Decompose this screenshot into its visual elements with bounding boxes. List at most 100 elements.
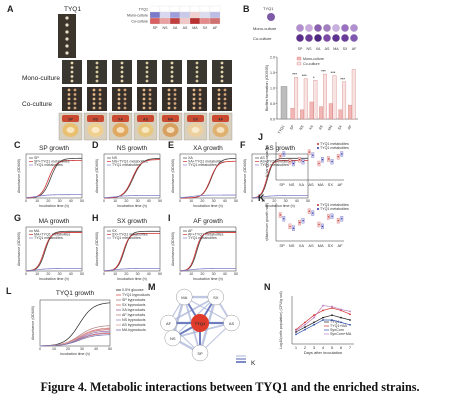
x-tick-label: 0: [179, 199, 181, 203]
co-colony-right: [198, 93, 202, 96]
well-col-label: MA: [333, 47, 339, 51]
panel-letter-i: I: [168, 213, 171, 223]
series-line: [103, 195, 160, 199]
y-axis-label: Absorbance (OD600): [17, 232, 21, 266]
biofilm-well: [341, 24, 349, 32]
x-axis-label: Incubation time (h): [265, 204, 295, 208]
tyq1-colony: [65, 16, 69, 20]
y-axis-label: Absorbance (OD600): [95, 159, 99, 193]
legend-label: NS+TYQ1 metabolites: [112, 160, 148, 164]
co-colony-right: [198, 97, 202, 101]
legend-mono: Mono-culture: [303, 57, 324, 61]
co-colony-left: [167, 102, 171, 105]
x-tick-label: 50: [108, 347, 112, 351]
x-tick-label: NS: [299, 124, 305, 131]
colony-tag-label: SP: [68, 118, 73, 122]
tyq1-plate: [58, 14, 76, 58]
x-tick-label: 20: [46, 199, 50, 203]
co-colony-left: [67, 106, 71, 110]
heat-row-label: TYQ1: [139, 8, 148, 12]
panel-a-co-label: Co-culture: [22, 101, 52, 108]
series-line: [295, 305, 351, 331]
x-tick-label: 50: [306, 199, 310, 203]
legend-label: SP byproducts: [122, 298, 146, 302]
heat-cell: [189, 11, 201, 19]
co-colony-left: [217, 102, 221, 105]
colony-center: [91, 127, 100, 133]
panel-b-co-label: Co-culture: [253, 36, 272, 41]
legend-label: NS byproducts: [122, 318, 146, 322]
co-colony-left: [142, 97, 146, 101]
co-colony-right: [173, 106, 177, 110]
co-colony-right: [148, 106, 152, 110]
co-colony-left: [142, 88, 146, 92]
panel-letter-n: N: [264, 282, 271, 292]
legend-label: TYQ1 metabolites: [320, 142, 349, 146]
y-tick-label: 0.5: [270, 102, 275, 106]
co-plate-ns: [87, 87, 107, 111]
y-axis-label: r(Maximum growth rate): [265, 203, 269, 241]
bar-co: [342, 81, 347, 120]
legend-label: SX+TYQ1 metabolites: [112, 233, 148, 237]
co-colony-left: [167, 97, 171, 101]
x-tick-label: AF: [337, 182, 343, 187]
co-colony-right: [223, 88, 227, 92]
legend-label: AS byproducts: [122, 323, 146, 327]
co-colony-right: [198, 102, 202, 105]
x-tick-label: 20: [124, 199, 128, 203]
heat-cell: [199, 5, 211, 13]
network-node-label: SP: [197, 351, 203, 356]
x-tick-label: 50: [158, 272, 162, 276]
co-colony-right: [98, 93, 102, 96]
plot-frame: [179, 226, 237, 272]
mono-colony: [220, 61, 224, 65]
panel-title: AF growth: [193, 218, 223, 225]
co-colony-right: [198, 106, 202, 110]
mono-colony: [70, 66, 74, 69]
biofilm-well: [332, 34, 340, 42]
co-colony-right: [198, 88, 202, 92]
legend-label: TYQ1: [330, 320, 339, 324]
y-axis-label: Absorbance (OD600): [95, 232, 99, 266]
co-colony-left: [217, 106, 221, 110]
series-line: [179, 232, 236, 272]
heat-cell: [199, 17, 211, 25]
x-tick-label: 50: [234, 199, 238, 203]
co-colony-left: [192, 106, 196, 110]
co-colony-left: [117, 88, 121, 92]
legend-label: TYQ1 metabolites: [320, 207, 349, 211]
y-axis-label: Absorbance (OD600): [243, 159, 247, 193]
point-b: [331, 160, 333, 163]
x-tick-label: 1: [295, 345, 298, 350]
biofilm-well: [350, 34, 358, 42]
series-line: [295, 314, 351, 333]
network-node-af: [160, 314, 177, 332]
co-colony-left: [117, 97, 121, 101]
legend-label: TYQ1 metabolites: [260, 163, 289, 167]
heat-cell: [159, 5, 171, 13]
co-colony-right: [173, 93, 177, 96]
significance-stars: ***: [321, 69, 326, 74]
mono-colony: [195, 79, 199, 83]
scatter-panel-j: JK(carrying capacity)SP NS XA AS MA SX AFTYQ1 …: [258, 132, 349, 187]
co-colony-left: [92, 102, 96, 105]
well-col-label: SP: [298, 47, 303, 51]
co-colony-right: [98, 106, 102, 110]
x-tick-label: NS: [289, 182, 295, 187]
x-tick-label: SP: [279, 182, 285, 187]
panel-a-heatmap: TYQ1 Mono-culture Co-culture SP NS XA AS MA SX AF: [127, 5, 221, 30]
colony-center: [116, 127, 125, 133]
heat-row-label: Co-culture: [131, 20, 148, 24]
panel-letter-e: E: [168, 140, 174, 150]
y-tick-label: 0.0: [270, 117, 275, 121]
heat-cell: [179, 5, 191, 13]
co-colony-left: [167, 106, 171, 110]
x-tick-label: 20: [200, 199, 204, 203]
point-b: [283, 153, 285, 155]
co-colony-left: [192, 88, 196, 92]
co-colony-left: [117, 106, 121, 110]
network-node-label: SX: [213, 295, 219, 300]
series-line: [25, 194, 82, 198]
co-colony-left: [67, 102, 71, 105]
co-colony-right: [223, 97, 227, 101]
